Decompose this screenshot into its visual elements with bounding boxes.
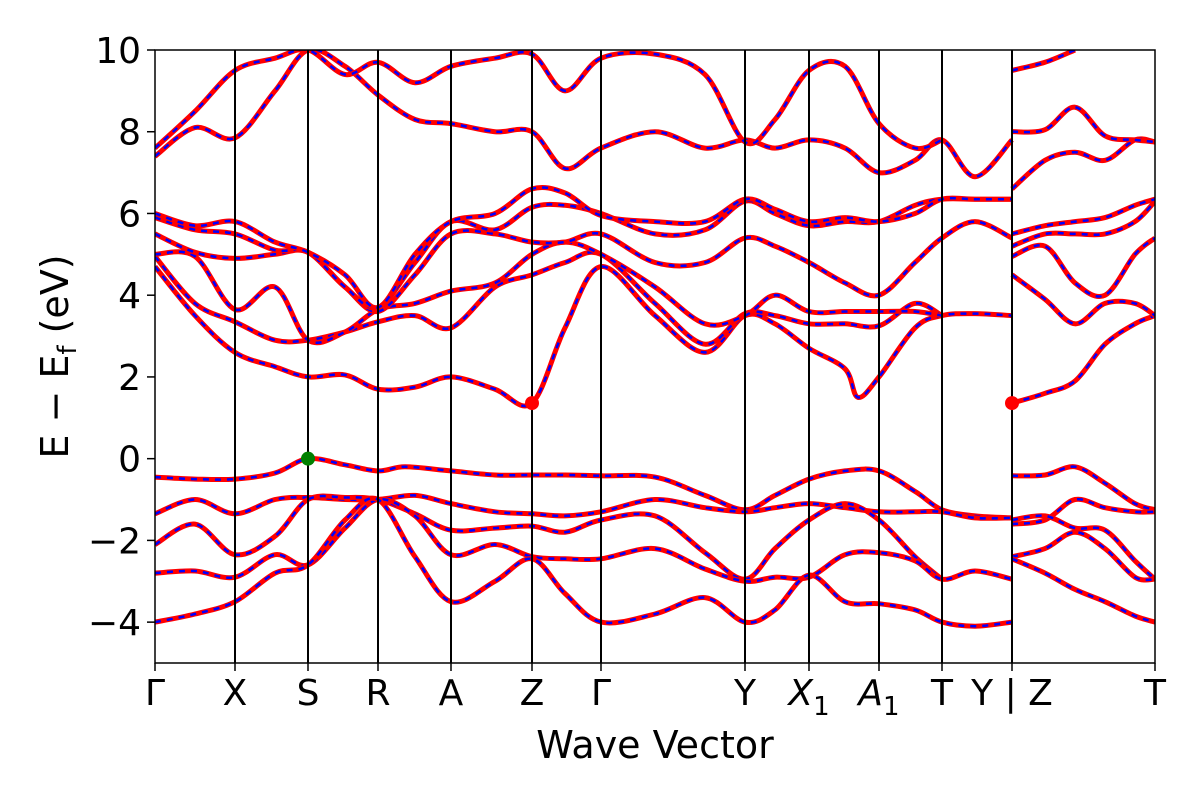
- band-wannier-line: [1011, 50, 1076, 73]
- band-dft-line: [1011, 465, 1155, 512]
- y-tick-label: 8: [118, 113, 141, 154]
- band-VB4b: [1011, 529, 1155, 583]
- x-tick-label: S: [297, 673, 320, 714]
- cbm-marker: [525, 396, 539, 411]
- vbm-marker: [301, 451, 315, 466]
- band-lines: [155, 50, 1155, 629]
- band-CB7: [155, 50, 1014, 180]
- band-dft-line: [155, 494, 1013, 520]
- band-dft-line: [1011, 530, 1155, 582]
- band-dft-line: [1011, 237, 1155, 298]
- band-CB1b: [1011, 313, 1155, 406]
- band-dft-line: [155, 496, 1013, 628]
- x-tick-label: Z: [520, 673, 545, 714]
- band-VB1b: [1011, 464, 1155, 513]
- band-dft-line: [1011, 497, 1155, 526]
- band-dft-line: [155, 457, 1013, 520]
- y-tick-label: 0: [118, 440, 141, 481]
- path-divider-lines: [234, 50, 1013, 663]
- x-tick-label: R: [365, 673, 390, 714]
- band-CB8: [155, 50, 943, 152]
- band-wannier-line: [155, 455, 1013, 521]
- band-wannier-line: [155, 239, 943, 346]
- band-wannier-line: [155, 495, 1013, 629]
- x-tick-label: A1: [856, 673, 899, 722]
- band-wannier-line: [1011, 556, 1155, 625]
- x-axis-ticks: Γ X S R A Z Γ Y X1 A1 T Y | Z T: [145, 663, 1167, 722]
- band-CB3b: [1011, 235, 1155, 299]
- y-tick-label: 10: [95, 31, 141, 72]
- band-VB5: [155, 495, 1013, 629]
- y-axis-title-unit: (eV): [33, 254, 77, 345]
- band-CB5b: [1011, 196, 1155, 237]
- band-wannier-line: [155, 50, 1014, 180]
- band-dft-line: [155, 240, 943, 344]
- plot-frame: [154, 49, 1156, 664]
- band-VB2: [155, 492, 1013, 521]
- band-wannier-line: [155, 249, 944, 347]
- band-dft-line: [1011, 137, 1155, 190]
- band-CB4b: [1011, 199, 1155, 249]
- band-dft-line: [155, 186, 1012, 309]
- band-dft-line: [1011, 105, 1155, 144]
- band-dft-line: [1011, 273, 1155, 326]
- band-VB2b: [1011, 496, 1155, 527]
- band-CB6: [155, 184, 1012, 311]
- band-wannier-line: [155, 50, 943, 152]
- band-dft-line: [155, 220, 1013, 313]
- band-wannier-line: [1010, 136, 1155, 191]
- band-wannier-line: [1010, 272, 1155, 327]
- band-wannier-line: [155, 264, 1013, 409]
- x-tick-label: X: [223, 673, 248, 714]
- x-axis-title: Wave Vector: [536, 723, 774, 767]
- band-CB2: [155, 249, 944, 347]
- x-tick-label: X1: [786, 673, 829, 722]
- band-VB5b: [1011, 556, 1155, 625]
- y-tick-label: 6: [118, 194, 141, 235]
- x-tick-label: A: [439, 673, 464, 714]
- y-axis-title-sub: f: [53, 345, 83, 355]
- x-tick-label: Y: [733, 673, 757, 714]
- band-wannier-line: [1011, 313, 1155, 406]
- band-VB3b: [1011, 513, 1155, 582]
- x-tick-label: Γ: [591, 673, 611, 714]
- y-axis-ticks: −4 −2 0 2 4 6 8 10: [88, 31, 155, 644]
- x-tick-label: Γ: [145, 673, 165, 714]
- y-axis-title-main: E − E: [33, 355, 77, 459]
- y-tick-label: 4: [118, 276, 141, 317]
- y-tick-label: −4: [88, 603, 141, 644]
- band-CB3: [155, 239, 943, 346]
- band-wannier-line: [1011, 513, 1155, 582]
- band-wannier-line: [1011, 199, 1155, 249]
- x-tick-label: T: [930, 673, 954, 714]
- band-CB7b: [1011, 104, 1155, 145]
- y-axis-title: E − Ef (eV): [33, 254, 83, 458]
- y-tick-label: 2: [118, 358, 141, 399]
- x-tick-label: Y | Z: [970, 673, 1053, 714]
- band-dft-line: [155, 494, 943, 581]
- band-CB6b: [1010, 136, 1155, 191]
- band-edge-markers: [301, 396, 1019, 466]
- cbm-marker: [1005, 396, 1019, 411]
- x-tick-label: T: [1143, 673, 1167, 714]
- band-VB3: [155, 493, 944, 582]
- band-dft-line: [155, 250, 943, 346]
- band-dft-line: [1011, 314, 1155, 405]
- band-CB8b: [1011, 50, 1076, 73]
- y-tick-label: −2: [88, 521, 141, 562]
- band-CB2b: [1010, 272, 1155, 327]
- band-VB1: [155, 455, 1013, 521]
- band-wannier-line: [1011, 196, 1155, 237]
- band-dft-line: [1011, 557, 1155, 624]
- band-CB1: [155, 264, 1013, 409]
- band-dft-line: [155, 50, 943, 150]
- band-wannier-line: [1011, 104, 1155, 145]
